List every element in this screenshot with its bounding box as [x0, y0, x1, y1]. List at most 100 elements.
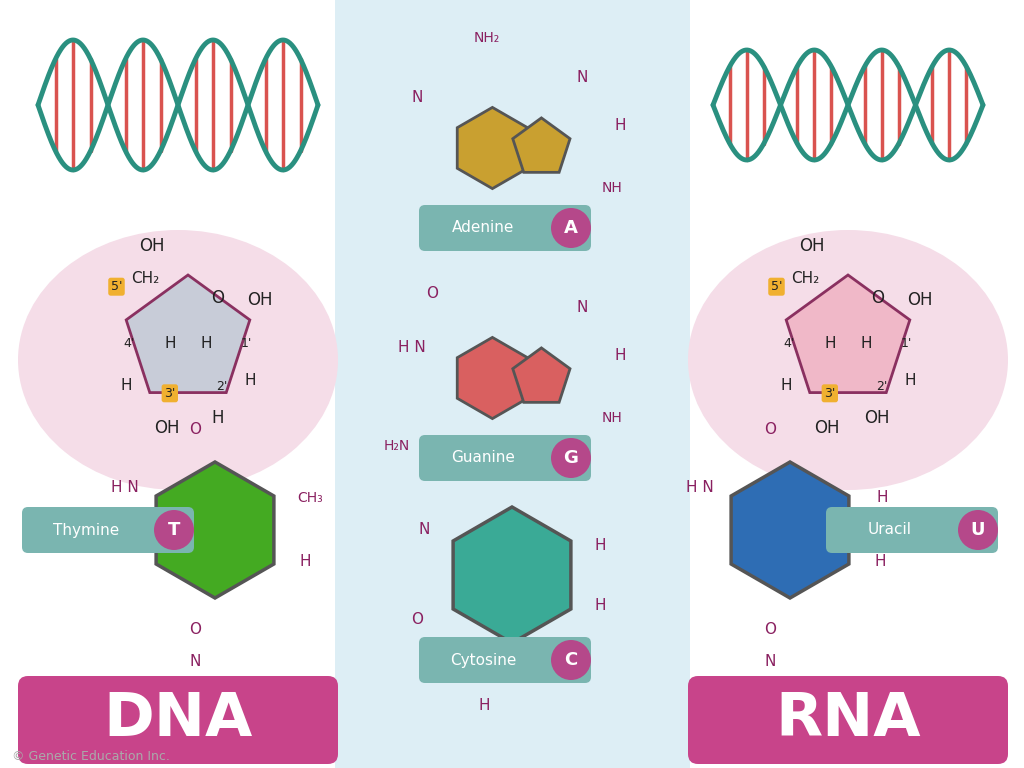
Text: H N: H N	[112, 481, 139, 495]
Text: H: H	[211, 409, 223, 427]
Text: O: O	[870, 289, 884, 306]
Text: Thymine: Thymine	[53, 522, 119, 538]
Text: T: T	[168, 521, 180, 539]
Text: OH: OH	[155, 419, 180, 437]
FancyBboxPatch shape	[419, 435, 591, 481]
Text: H: H	[201, 336, 212, 351]
Polygon shape	[458, 337, 527, 419]
Text: N: N	[419, 522, 430, 538]
Text: N: N	[478, 667, 489, 683]
Text: H: H	[614, 118, 626, 134]
Circle shape	[154, 510, 194, 550]
Text: C: C	[564, 651, 578, 669]
Text: N: N	[577, 71, 588, 85]
Text: 3': 3'	[164, 387, 175, 400]
Text: 5': 5'	[771, 280, 782, 293]
Polygon shape	[453, 507, 571, 643]
FancyBboxPatch shape	[688, 676, 1008, 764]
Text: O: O	[411, 613, 423, 627]
FancyBboxPatch shape	[826, 507, 998, 553]
Text: Uracil: Uracil	[868, 522, 912, 538]
Text: NH: NH	[602, 181, 623, 195]
Text: N: N	[577, 300, 588, 316]
Text: O: O	[764, 623, 776, 637]
Text: OH: OH	[800, 237, 825, 255]
Text: OH: OH	[906, 291, 932, 309]
Text: H: H	[877, 491, 888, 505]
Polygon shape	[513, 348, 570, 402]
Text: H: H	[860, 336, 872, 351]
Text: RNA: RNA	[775, 690, 921, 750]
Text: Adenine: Adenine	[452, 220, 514, 236]
FancyBboxPatch shape	[18, 676, 338, 764]
Text: 2': 2'	[877, 380, 888, 393]
Text: 1': 1'	[241, 336, 252, 349]
Text: O: O	[189, 422, 201, 438]
Circle shape	[958, 510, 998, 550]
Text: H: H	[780, 378, 792, 393]
Text: N: N	[412, 91, 423, 105]
Circle shape	[551, 438, 591, 478]
Text: NH₂: NH₂	[474, 31, 500, 45]
Text: N: N	[497, 219, 508, 233]
Text: O: O	[211, 289, 224, 306]
Text: N: N	[189, 654, 201, 670]
Text: H: H	[614, 349, 626, 363]
Text: 1': 1'	[901, 336, 912, 349]
Text: H: H	[874, 554, 886, 570]
Text: H: H	[594, 598, 606, 613]
Bar	[335, 0, 690, 768]
Text: © Genetic Education Inc.: © Genetic Education Inc.	[12, 750, 170, 763]
Circle shape	[551, 640, 591, 680]
Text: CH₃: CH₃	[297, 491, 323, 505]
Text: 4': 4'	[783, 336, 796, 349]
Text: H₂N: H₂N	[384, 439, 411, 453]
Text: H: H	[904, 372, 915, 388]
Polygon shape	[156, 462, 273, 598]
Polygon shape	[786, 275, 909, 392]
Text: A: A	[564, 219, 578, 237]
Text: N: N	[764, 654, 776, 670]
Ellipse shape	[18, 230, 338, 490]
Text: Cytosine: Cytosine	[450, 653, 516, 667]
FancyBboxPatch shape	[22, 507, 194, 553]
Text: U: U	[971, 521, 985, 539]
Ellipse shape	[688, 230, 1008, 490]
Text: O: O	[426, 286, 438, 300]
FancyBboxPatch shape	[419, 637, 591, 683]
Text: H N: H N	[398, 340, 426, 356]
Text: 5': 5'	[111, 280, 122, 293]
Text: H: H	[189, 684, 201, 700]
Polygon shape	[458, 108, 527, 189]
Text: CH₂: CH₂	[132, 271, 160, 286]
Polygon shape	[731, 462, 849, 598]
Text: H N: H N	[686, 481, 714, 495]
FancyBboxPatch shape	[419, 205, 591, 251]
Polygon shape	[513, 118, 570, 172]
Text: H: H	[764, 684, 776, 700]
Text: 3': 3'	[824, 387, 836, 400]
Text: O: O	[189, 623, 201, 637]
Text: H: H	[244, 372, 256, 388]
Text: 2': 2'	[216, 380, 227, 393]
Text: OH: OH	[864, 409, 890, 427]
Text: H: H	[121, 378, 132, 393]
Text: H: H	[164, 336, 175, 351]
Text: H: H	[299, 554, 310, 570]
Text: O: O	[764, 422, 776, 438]
Text: H: H	[426, 216, 437, 230]
Text: N: N	[497, 449, 508, 464]
Text: H: H	[594, 538, 606, 552]
Text: 4': 4'	[124, 336, 135, 349]
Text: G: G	[563, 449, 579, 467]
Text: CH₂: CH₂	[792, 271, 820, 286]
Circle shape	[551, 208, 591, 248]
Text: NH₂: NH₂	[474, 463, 500, 477]
Text: OH: OH	[247, 291, 272, 309]
Text: H: H	[478, 697, 489, 713]
Text: OH: OH	[814, 419, 840, 437]
Text: Guanine: Guanine	[451, 451, 515, 465]
Text: OH: OH	[139, 237, 165, 255]
Polygon shape	[126, 275, 250, 392]
Text: NH: NH	[602, 411, 623, 425]
